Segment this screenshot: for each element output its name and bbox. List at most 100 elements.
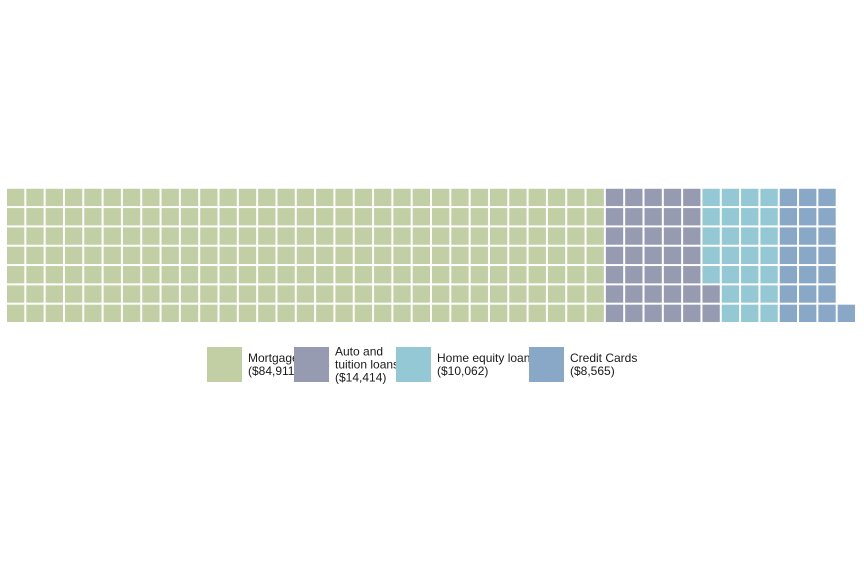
- waffle-square: [296, 304, 315, 322]
- waffle-square: [161, 285, 179, 303]
- waffle-square: [45, 285, 63, 303]
- waffle-square: [625, 266, 643, 284]
- waffle-square: [683, 285, 701, 303]
- waffle-square: [683, 246, 701, 265]
- waffle-square: [625, 188, 643, 207]
- waffle-square: [432, 246, 450, 265]
- waffle-square: [779, 246, 798, 265]
- waffle-square: [644, 285, 662, 303]
- waffle-square: [296, 266, 315, 284]
- waffle-square: [26, 227, 44, 245]
- waffle-square: [470, 266, 488, 284]
- waffle-square: [702, 246, 720, 265]
- waffle-square: [547, 208, 566, 226]
- waffle-square: [741, 188, 759, 207]
- waffle-square: [702, 208, 720, 226]
- waffle-square: [741, 285, 759, 303]
- waffle-square: [277, 304, 295, 322]
- waffle-square: [644, 246, 662, 265]
- waffle-square: [412, 304, 430, 322]
- waffle-square: [683, 208, 701, 226]
- waffle-square: [799, 246, 817, 265]
- waffle-square: [161, 246, 179, 265]
- waffle-square: [45, 246, 63, 265]
- waffle-square: [200, 304, 218, 322]
- waffle-square: [721, 285, 740, 303]
- waffle-square: [296, 227, 315, 245]
- waffle-square: [277, 246, 295, 265]
- waffle-square: [683, 188, 701, 207]
- waffle-square: [432, 208, 450, 226]
- waffle-square: [625, 227, 643, 245]
- waffle-square: [122, 246, 141, 265]
- waffle-square: [200, 208, 218, 226]
- waffle-square: [161, 266, 179, 284]
- waffle-square: [470, 246, 488, 265]
- waffle-square: [663, 304, 682, 322]
- waffle-square: [605, 285, 624, 303]
- waffle-square: [45, 208, 63, 226]
- waffle-square: [7, 227, 25, 245]
- waffle-square: [528, 208, 546, 226]
- waffle-square: [489, 285, 508, 303]
- waffle-square: [7, 246, 25, 265]
- legend-key: [207, 347, 242, 382]
- waffle-square: [142, 188, 160, 207]
- waffle-square: [451, 285, 469, 303]
- waffle-square: [451, 246, 469, 265]
- waffle-square: [161, 188, 179, 207]
- waffle-square: [180, 304, 199, 322]
- waffle-square: [296, 246, 315, 265]
- waffle-square: [103, 227, 121, 245]
- waffle-square: [509, 188, 527, 207]
- waffle-square: [509, 304, 527, 322]
- waffle-square: [238, 285, 257, 303]
- waffle-square: [741, 246, 759, 265]
- waffle-square: [760, 188, 778, 207]
- waffle-square: [122, 227, 141, 245]
- waffle-square: [238, 304, 257, 322]
- waffle-square: [238, 266, 257, 284]
- waffle-square: [142, 266, 160, 284]
- waffle-square: [122, 188, 141, 207]
- waffle-square: [103, 304, 121, 322]
- waffle-square: [547, 285, 566, 303]
- waffle-square: [683, 227, 701, 245]
- waffle-square: [354, 304, 373, 322]
- waffle-square: [470, 227, 488, 245]
- waffle-square: [663, 266, 682, 284]
- waffle-square: [567, 266, 585, 284]
- waffle-square: [180, 266, 199, 284]
- waffle-square: [374, 208, 392, 226]
- legend-label: Mortgage ($84,911): [248, 351, 299, 378]
- waffle-square: [818, 266, 836, 284]
- waffle-square: [625, 246, 643, 265]
- legend: Mortgage ($84,911)Auto and tuition loans ($…: [207, 345, 637, 385]
- waffle-square: [489, 266, 508, 284]
- waffle-square: [644, 304, 662, 322]
- waffle-square: [779, 208, 798, 226]
- waffle-square: [799, 208, 817, 226]
- waffle-square: [180, 285, 199, 303]
- waffle-square: [7, 208, 25, 226]
- waffle-square: [451, 208, 469, 226]
- waffle-square: [64, 304, 83, 322]
- waffle-square: [451, 188, 469, 207]
- waffle-square: [528, 188, 546, 207]
- waffle-square: [219, 285, 237, 303]
- waffle-square: [26, 246, 44, 265]
- waffle-square: [296, 188, 315, 207]
- waffle-square: [335, 227, 353, 245]
- waffle-square: [142, 304, 160, 322]
- waffle-square: [605, 188, 624, 207]
- waffle-square: [663, 188, 682, 207]
- waffle-square: [547, 304, 566, 322]
- waffle-square: [702, 227, 720, 245]
- waffle-square: [374, 266, 392, 284]
- legend-label-line: ($10,062): [437, 364, 488, 378]
- waffle-square: [432, 285, 450, 303]
- waffle-square: [200, 285, 218, 303]
- waffle-square: [779, 304, 798, 322]
- waffle-square: [509, 266, 527, 284]
- waffle-square: [335, 188, 353, 207]
